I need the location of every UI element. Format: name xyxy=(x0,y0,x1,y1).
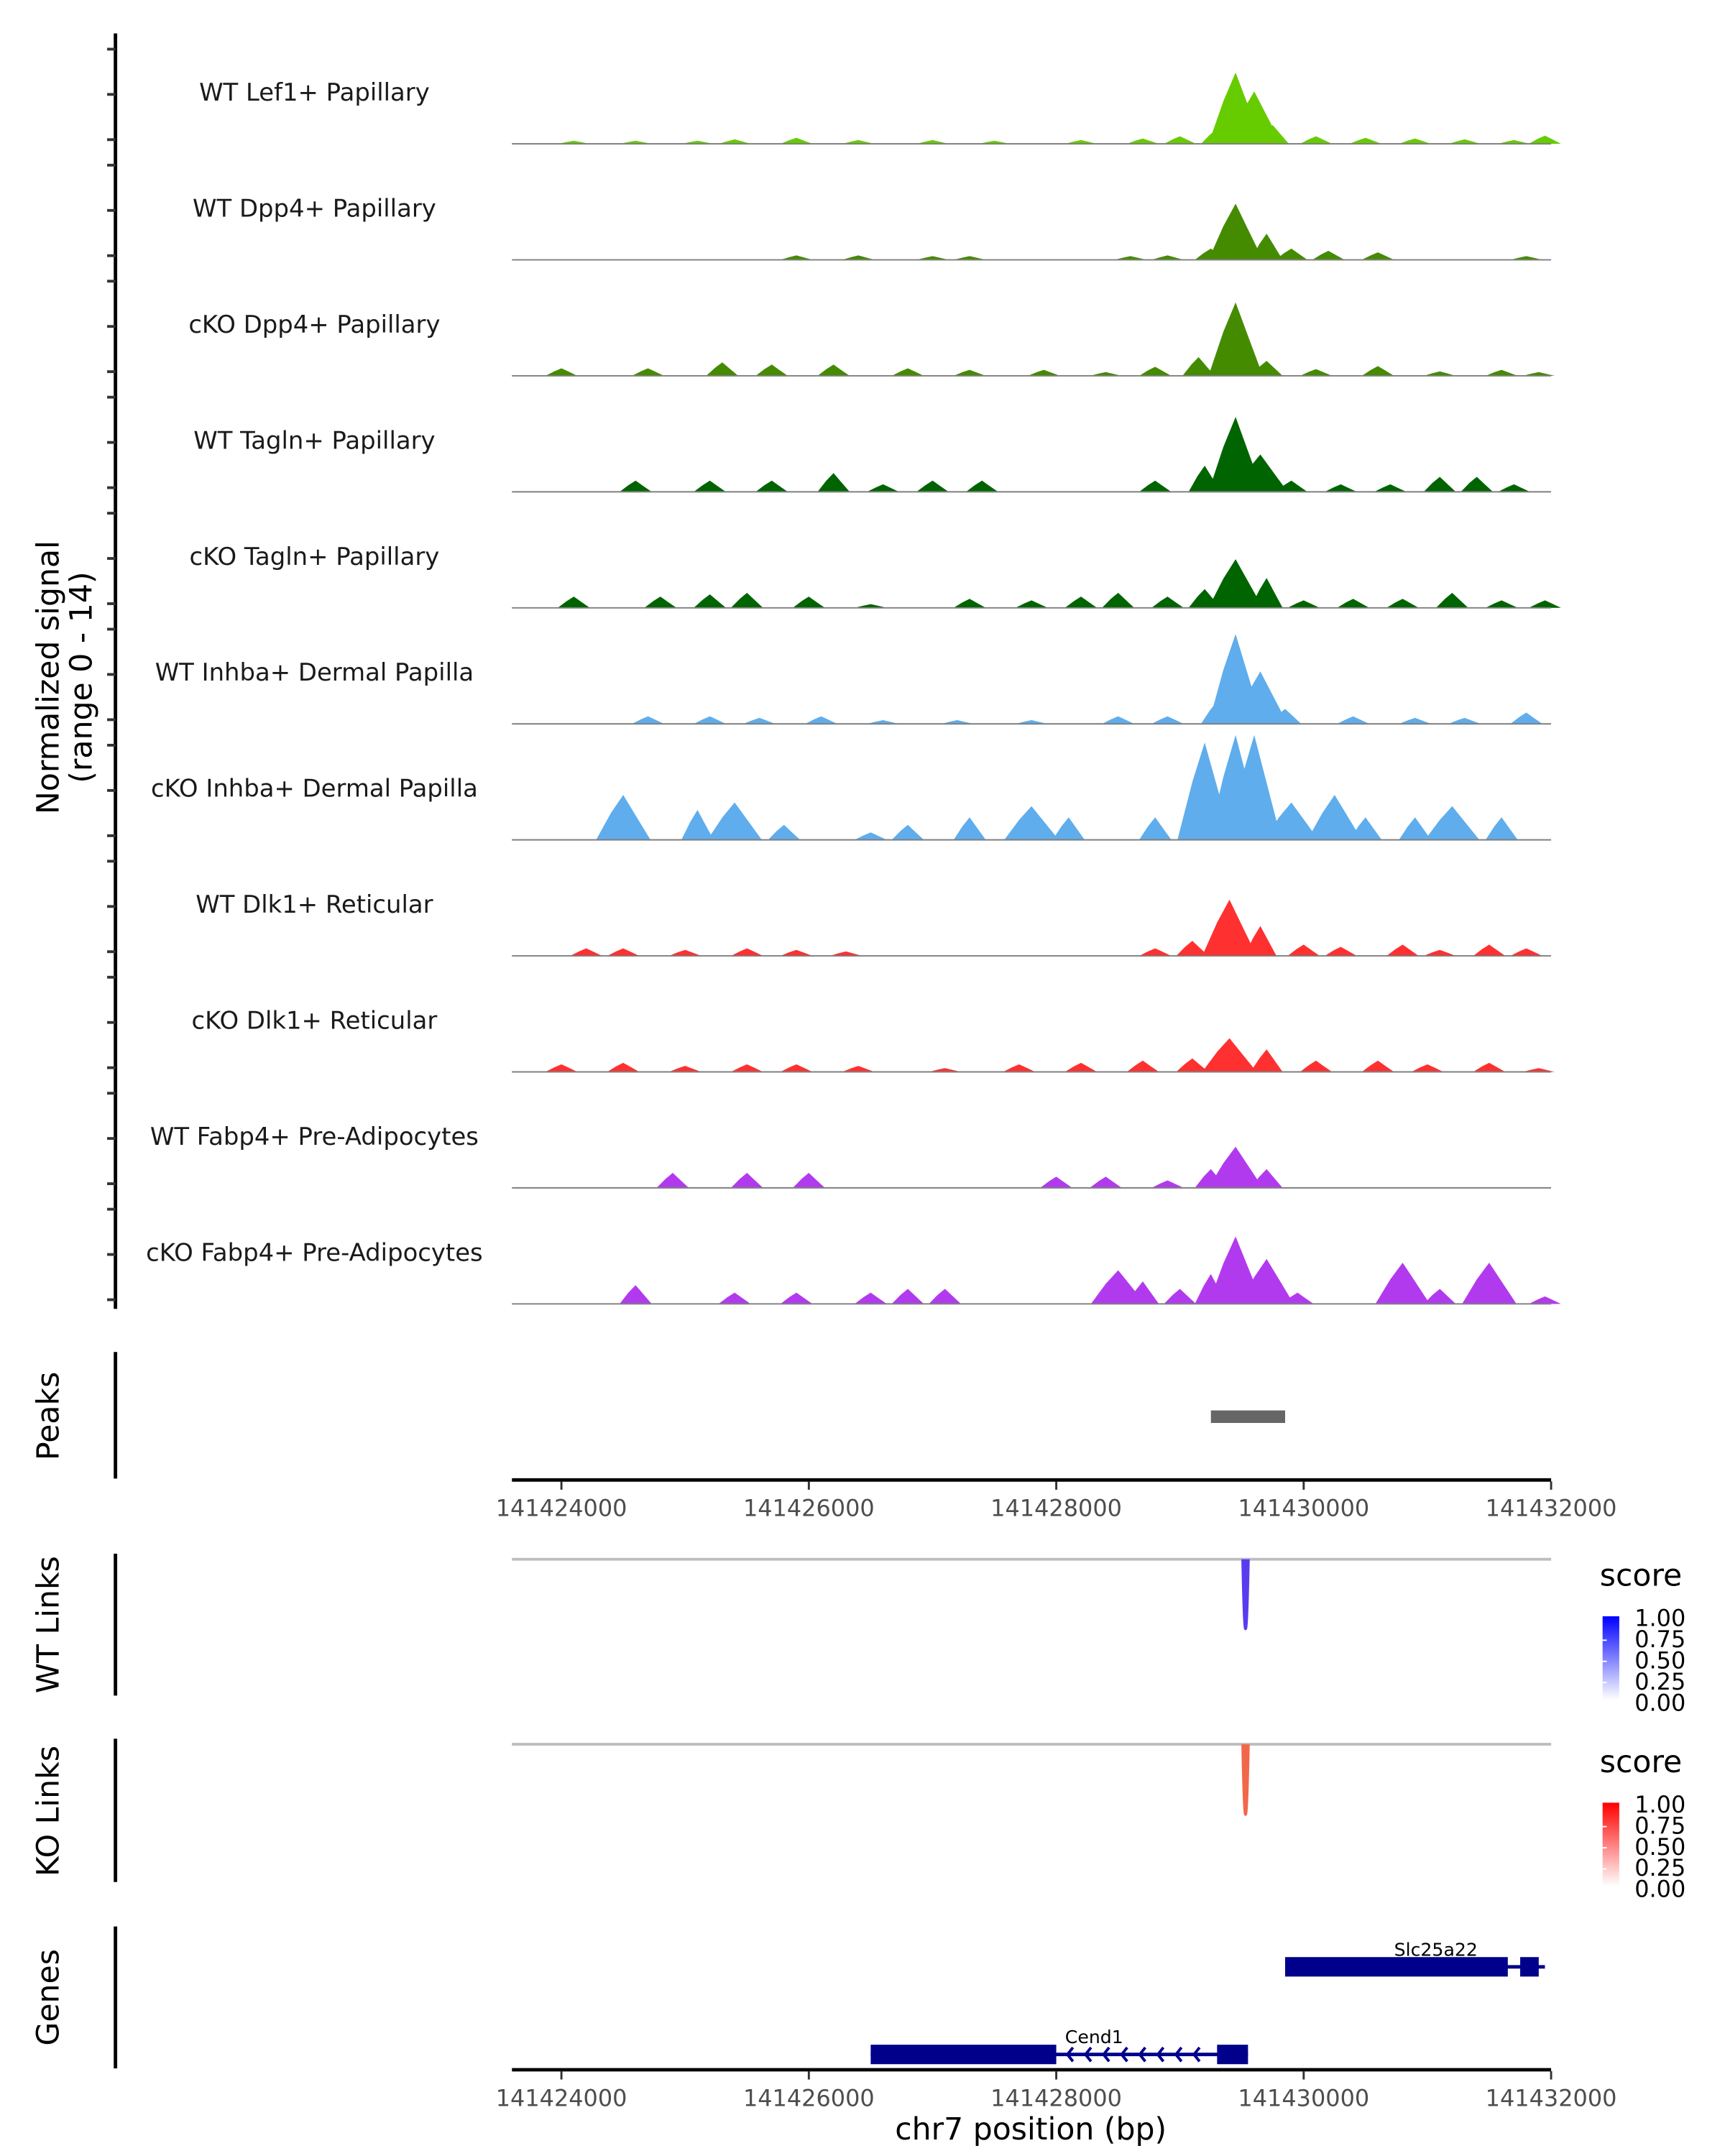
legend-tick-label: 1.00 xyxy=(1634,1791,1685,1818)
gene-model: Slc25a22 xyxy=(1285,1939,1545,1977)
legend-tick-label: 0.75 xyxy=(1634,1812,1685,1839)
wt-links xyxy=(1241,1559,1250,1631)
strand-arrow-icon xyxy=(1065,2046,1075,2063)
coverage-track: cKO Dlk1+ Reticular xyxy=(192,1006,1555,1073)
gene-model: Cend1 xyxy=(870,2027,1248,2065)
x-tick-label: 141432000 xyxy=(1486,1495,1617,1522)
legend-tick-label: 0.25 xyxy=(1634,1854,1685,1881)
coverage-track: WT Dlk1+ Reticular xyxy=(196,890,1552,957)
x-tick-label: 141426000 xyxy=(743,1495,875,1522)
coverage-track: cKO Dpp4+ Papillary xyxy=(188,302,1555,377)
x-tick-label: 141424000 xyxy=(496,1495,627,1522)
peaks-regions xyxy=(1210,1410,1286,1423)
gene-label: Slc25a22 xyxy=(1394,1939,1478,1960)
y-axis-title: Normalized signal (range 0 - 14) xyxy=(30,540,99,814)
coverage-track: WT Dpp4+ Papillary xyxy=(193,195,1552,261)
track-label: cKO Dlk1+ Reticular xyxy=(192,1006,438,1034)
coverage-area xyxy=(543,1038,1555,1072)
ko-links-track-label: KO Links xyxy=(30,1746,66,1876)
coverage-area xyxy=(654,1146,1283,1188)
genes-track-label: Genes xyxy=(30,1949,66,2046)
track-label: cKO Inhba+ Dermal Papilla xyxy=(151,775,478,803)
y-axis-title-line2: (range 0 - 14) xyxy=(64,571,100,783)
coverage-area xyxy=(617,417,1530,492)
coverage-area xyxy=(778,203,1543,260)
legend-tick-label: 0.00 xyxy=(1634,1689,1685,1716)
coverage-track: WT Fabp4+ Pre-Adipocytes xyxy=(150,1123,1552,1189)
coverage-track: cKO Fabp4+ Pre-Adipocytes xyxy=(146,1236,1561,1305)
coverage-track: cKO Tagln+ Papillary xyxy=(190,543,1561,609)
track-label: WT Dlk1+ Reticular xyxy=(196,890,433,918)
coverage-area xyxy=(543,302,1555,376)
ko-score-legend: score 1.000.750.500.250.00 xyxy=(1600,1744,1685,1903)
coverage-area xyxy=(567,899,1543,957)
strand-arrow-icon xyxy=(1120,2046,1128,2063)
coverage-tracks: WT Lef1+ Papillary WT Dpp4+ Papillary cKO … xyxy=(146,73,1561,1305)
legend-tick-label: 0.25 xyxy=(1634,1668,1685,1695)
coverage-track: WT Tagln+ Papillary xyxy=(193,417,1552,493)
track-label: WT Inhba+ Dermal Papilla xyxy=(155,658,474,686)
link-arc xyxy=(1241,1559,1250,1631)
x-axis-upper: 141424000 141426000 141428000 141430000 1414… xyxy=(496,1481,1617,1522)
gene-exon xyxy=(1520,1957,1539,1977)
peak-region xyxy=(1210,1410,1286,1423)
y-axis-title-line1: Normalized signal xyxy=(30,540,66,814)
strand-arrow-icon xyxy=(1083,2046,1092,2063)
x-tick-label: 141426000 xyxy=(743,2084,875,2111)
gene-exon xyxy=(870,2045,1057,2065)
wt-links-track-label: WT Links xyxy=(30,1556,66,1693)
gene-exon xyxy=(1217,2045,1248,2065)
peaks-track-label: Peaks xyxy=(30,1372,66,1460)
strand-arrow-icon xyxy=(1156,2046,1165,2063)
legend-tick-label: 1.00 xyxy=(1634,1605,1685,1632)
track-label: WT Lef1+ Papillary xyxy=(199,78,430,106)
track-label: cKO Fabp4+ Pre-Adipocytes xyxy=(146,1238,483,1266)
gene-exon xyxy=(1285,1957,1508,1977)
coverage-area xyxy=(596,734,1518,840)
coverage-track: cKO Inhba+ Dermal Papilla xyxy=(151,734,1552,841)
signal-y-ticks xyxy=(107,47,116,1302)
legend-colorbar xyxy=(1602,1802,1619,1886)
coverage-track: WT Lef1+ Papillary xyxy=(199,73,1561,145)
legend-title: score xyxy=(1600,1744,1682,1780)
coverage-area xyxy=(555,559,1561,608)
coverage-area xyxy=(629,634,1543,724)
coverage-area xyxy=(555,73,1561,144)
gene-models: Slc25a22 Cend1 xyxy=(870,1939,1545,2065)
x-tick-label: 141430000 xyxy=(1238,1495,1369,1522)
x-tick-label: 141424000 xyxy=(496,2084,627,2111)
track-label: WT Fabp4+ Pre-Adipocytes xyxy=(150,1123,479,1151)
coverage-track: WT Inhba+ Dermal Papilla xyxy=(155,634,1552,725)
legend-tick-label: 0.50 xyxy=(1634,1833,1685,1861)
x-tick-label: 141428000 xyxy=(990,1495,1122,1522)
legend-colorbar xyxy=(1602,1616,1619,1700)
coverage-area xyxy=(617,1236,1561,1304)
strand-arrow-icon xyxy=(1192,2046,1201,2063)
x-tick-label: 141430000 xyxy=(1238,2084,1369,2111)
legend-title: score xyxy=(1600,1557,1682,1593)
x-tick-label: 141428000 xyxy=(990,2084,1122,2111)
legend-tick-label: 0.75 xyxy=(1634,1626,1685,1653)
track-label: WT Dpp4+ Papillary xyxy=(193,195,436,223)
ko-links xyxy=(1241,1744,1250,1816)
legend-tick-label: 0.50 xyxy=(1634,1646,1685,1674)
link-arc xyxy=(1241,1744,1250,1816)
track-label: WT Tagln+ Papillary xyxy=(193,426,435,454)
x-axis-lower: 141424000 141426000 141428000 141430000 1414… xyxy=(496,2070,1617,2111)
legend-tick-label: 0.00 xyxy=(1634,1876,1685,1903)
gene-label: Cend1 xyxy=(1065,2027,1123,2047)
strand-arrow-icon xyxy=(1138,2046,1146,2063)
strand-arrow-icon xyxy=(1101,2046,1110,2063)
x-axis-title: chr7 position (bp) xyxy=(895,2111,1167,2147)
track-label: cKO Dpp4+ Papillary xyxy=(188,310,440,338)
track-label: cKO Tagln+ Papillary xyxy=(190,543,440,571)
wt-score-legend: score 1.000.750.500.250.00 xyxy=(1600,1557,1685,1716)
strand-arrow-icon xyxy=(1174,2046,1183,2063)
x-tick-label: 141432000 xyxy=(1486,2084,1617,2111)
